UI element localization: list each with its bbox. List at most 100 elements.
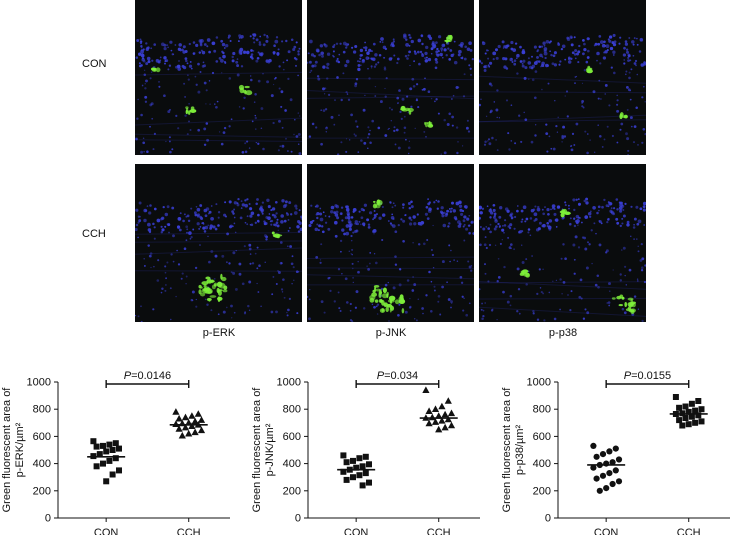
micro-con-pp38-nucleus — [583, 42, 586, 46]
micro-cch-pjnk-signal — [372, 289, 376, 293]
micro-con-perk-nucleus — [285, 39, 288, 43]
micro-cch-pjnk-signal — [399, 294, 404, 300]
micro-con-perk-nucleus — [229, 39, 232, 43]
micro-cch-perk-nucleus — [206, 303, 209, 307]
micro-con-pp38-nucleus — [641, 96, 644, 99]
micro-con-pjnk-nucleus — [436, 47, 439, 51]
micro-cch-pp38-nucleus — [542, 223, 546, 228]
micro-cch-pjnk-nucleus — [428, 270, 431, 274]
micro-cch-pjnk-nucleus — [338, 307, 341, 310]
micro-cch-pp38-nucleus — [552, 280, 554, 283]
micro-cch-pp38-nucleus — [488, 243, 492, 247]
micro-con-perk-nucleus — [266, 35, 268, 37]
micro-cch-perk-nucleus — [254, 221, 257, 224]
micro-con-perk-nucleus — [225, 44, 229, 48]
micro-cch-perk-nucleus — [186, 214, 190, 218]
micro-cch-pp38-nucleus — [492, 203, 496, 207]
micro-con-pjnk-nucleus — [311, 64, 315, 68]
micro-con-perk-nucleus — [262, 43, 266, 47]
micro-con-perk-nucleus — [228, 77, 232, 80]
micro-con-perk-nucleus — [257, 142, 260, 145]
micro-con-perk-nucleus — [187, 74, 189, 76]
micro-cch-pjnk-nucleus — [369, 262, 371, 265]
micro-cch-perk-nucleus — [282, 204, 287, 209]
micro-con-perk-nucleus — [201, 50, 206, 55]
micro-con-perk-nucleus — [144, 95, 148, 99]
micro-cch-pjnk-nucleus — [334, 234, 338, 238]
micro-cch-perk-nucleus — [178, 228, 182, 232]
micro-cch-perk-nucleus — [202, 227, 205, 230]
micro-cch-pjnk-nucleus — [463, 223, 466, 226]
micro-cch-pjnk-nucleus — [398, 268, 402, 271]
micro-con-pp38-nucleus — [635, 106, 638, 109]
micro-cch-perk-nucleus — [179, 212, 182, 215]
micro-con-pjnk-nucleus — [311, 122, 315, 126]
micro-con-pp38-nucleus — [553, 63, 558, 67]
micro-con-perk-nucleus — [214, 103, 216, 105]
micro-con-perk-nucleus — [163, 46, 167, 51]
micro-con-perk-nucleus — [206, 138, 210, 142]
chart0-point-con — [103, 478, 110, 485]
micro-cch-perk-nucleus — [164, 271, 167, 274]
micro-con-pjnk-nucleus — [370, 50, 373, 53]
micro-con-pp38-nucleus — [533, 45, 537, 49]
micro-con-pp38-nucleus — [574, 49, 578, 53]
micro-con-pp38-nucleus — [495, 139, 497, 141]
micro-cch-perk-nucleus — [153, 207, 157, 211]
micro-cch-pjnk-nucleus — [327, 277, 330, 280]
micro-cch-perk-nucleus — [135, 314, 137, 317]
micro-con-pp38-nucleus — [479, 103, 482, 107]
micro-cch-pp38-nucleus — [609, 290, 611, 292]
chart0-point-cch — [178, 431, 186, 439]
micro-con-perk-nucleus — [278, 87, 281, 90]
micro-con-perk-nucleus — [242, 107, 245, 110]
micro-cch-perk-nucleus — [275, 212, 278, 215]
micro-cch-pjnk-nucleus — [402, 239, 405, 243]
micro-con-perk-nucleus — [197, 62, 200, 66]
micro-cch-perk-nucleus — [156, 218, 161, 223]
micro-cch-pjnk-nucleus — [308, 298, 311, 301]
micro-cch-pjnk-nucleus — [462, 309, 465, 312]
micro-cch-pjnk-nucleus — [381, 205, 384, 209]
micro-con-pjnk-nucleus — [377, 126, 381, 130]
micro-con-perk-nucleus — [297, 74, 299, 77]
micro-cch-pjnk-streak — [307, 256, 474, 259]
micro-con-pjnk-signal — [423, 121, 427, 125]
micro-cch-pjnk-nucleus — [413, 318, 416, 320]
micro-con-pjnk-nucleus — [407, 146, 411, 150]
micro-con-pjnk-nucleus — [398, 89, 401, 92]
micro-con-perk-nucleus — [160, 42, 165, 47]
chart0-y-tick-label: 200 — [33, 485, 51, 497]
micro-cch-pp38-nucleus — [559, 278, 562, 281]
micro-cch-pp38-signal — [611, 297, 616, 300]
micro-cch-pp38-nucleus — [542, 292, 545, 295]
micro-con-pjnk-nucleus — [397, 102, 399, 104]
micro-con-pjnk-nucleus — [345, 46, 348, 49]
micro-cch-pjnk-nucleus — [343, 232, 346, 236]
micro-con-pjnk-nucleus — [353, 133, 355, 135]
micro-con-perk-nucleus — [254, 114, 257, 117]
micro-con-pp38-nucleus — [620, 122, 624, 126]
micro-cch-perk-nucleus — [283, 296, 286, 299]
micro-con-pjnk-nucleus — [339, 42, 342, 45]
micro-cch-pp38-nucleus — [482, 314, 485, 318]
micro-cch-pjnk-nucleus — [350, 216, 354, 219]
micro-con-pjnk-nucleus — [452, 53, 455, 56]
micro-con-pjnk — [307, 0, 474, 155]
chart2-point-con — [615, 478, 623, 485]
micro-cch-pjnk-nucleus — [459, 222, 462, 226]
micro-con-pp38-nucleus — [516, 53, 520, 58]
micro-con-pp38-nucleus — [505, 46, 507, 49]
micro-con-pp38-nucleus — [599, 98, 602, 100]
micro-con-pjnk-nucleus — [384, 134, 388, 137]
micro-con-pjnk-nucleus — [461, 57, 464, 60]
micro-cch-perk-nucleus — [190, 298, 194, 302]
micro-cch-pp38-nucleus — [569, 217, 572, 220]
micro-con-perk-signal — [152, 68, 156, 72]
micro-con-pjnk-nucleus — [369, 129, 371, 132]
chart1-point-cch — [431, 405, 440, 412]
micro-con-pp38-nucleus — [604, 83, 608, 87]
micro-cch-perk-nucleus — [157, 259, 160, 262]
micro-cch-pp38-nucleus — [622, 208, 625, 212]
